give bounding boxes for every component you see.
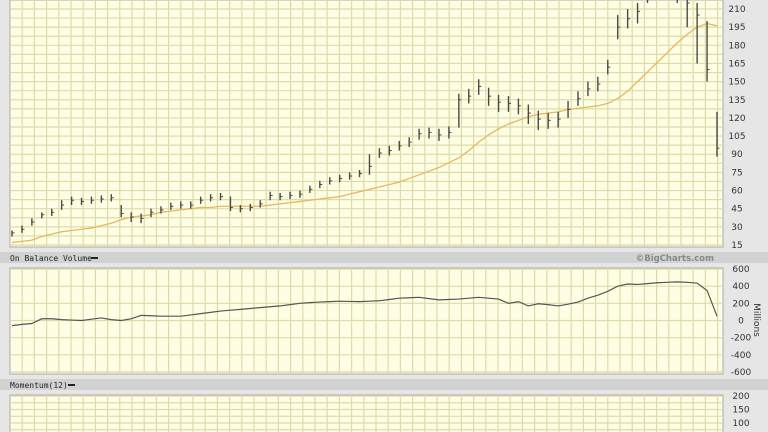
price-tick-label: 30	[731, 223, 743, 233]
momentum-grid	[10, 395, 723, 432]
momentum-panel: Momentum(12) 200 150 100	[0, 379, 768, 432]
obv-tick-label: -400	[731, 351, 752, 361]
copyright: ©BigCharts.com	[636, 254, 714, 264]
obv-tick-label: -600	[731, 368, 752, 378]
price-tick-label: 90	[731, 150, 743, 160]
price-tick-label: 75	[731, 168, 742, 178]
obv-header-bar	[0, 252, 768, 263]
obv-tick-label: -200	[731, 334, 752, 344]
momentum-tick-label: 200	[732, 392, 749, 402]
price-tick-label: 60	[731, 187, 743, 197]
price-axis: 15 30 45 60 75 90 105 120 135 150 165 180 195 210	[728, 5, 745, 251]
price-tick-label: 210	[728, 5, 745, 15]
momentum-header-bar	[0, 379, 768, 390]
price-tick-label: 150	[728, 78, 745, 88]
price-tick-label: 180	[728, 41, 745, 51]
price-tick-label: 45	[731, 205, 742, 215]
price-tick-label: 165	[728, 59, 745, 69]
price-tick-label: 120	[728, 114, 745, 124]
obv-path	[11, 281, 718, 327]
obv-tick-label: 200	[732, 299, 749, 309]
momentum-legend-swatch	[68, 384, 75, 386]
obv-tick-label: 0	[738, 317, 744, 327]
price-panel: 15 30 45 60 75 90 105 120 135 150 165 180 195 210	[9, 0, 746, 251]
obv-line	[11, 281, 718, 327]
momentum-axis: 200 150 100	[732, 392, 749, 429]
price-tick-label: 105	[728, 132, 745, 142]
moving-average-path	[11, 22, 718, 244]
momentum-tick-label: 100	[732, 419, 749, 429]
price-tick-label: 135	[728, 96, 745, 106]
moving-average-line	[11, 22, 718, 244]
obv-legend-swatch	[91, 257, 98, 259]
momentum-title: Momentum(12)	[10, 381, 68, 390]
obv-panel: On Balance Volume ©BigCharts.com 600 400 2…	[0, 252, 768, 378]
price-bars	[11, 0, 720, 237]
momentum-plot-area	[9, 394, 724, 432]
momentum-tick-label: 150	[732, 406, 749, 416]
obv-tick-label: 400	[732, 282, 749, 292]
obv-title: On Balance Volume	[10, 254, 92, 263]
obv-grid	[10, 268, 723, 374]
price-plot-area	[9, 0, 724, 248]
obv-tick-label: 600	[732, 265, 749, 275]
obv-unit-label: Millions	[751, 303, 761, 337]
obv-axis: 600 400 200 0 -200 -400 -600	[731, 265, 752, 378]
price-tick-label: 195	[728, 23, 745, 33]
price-tick-label: 15	[731, 241, 742, 251]
